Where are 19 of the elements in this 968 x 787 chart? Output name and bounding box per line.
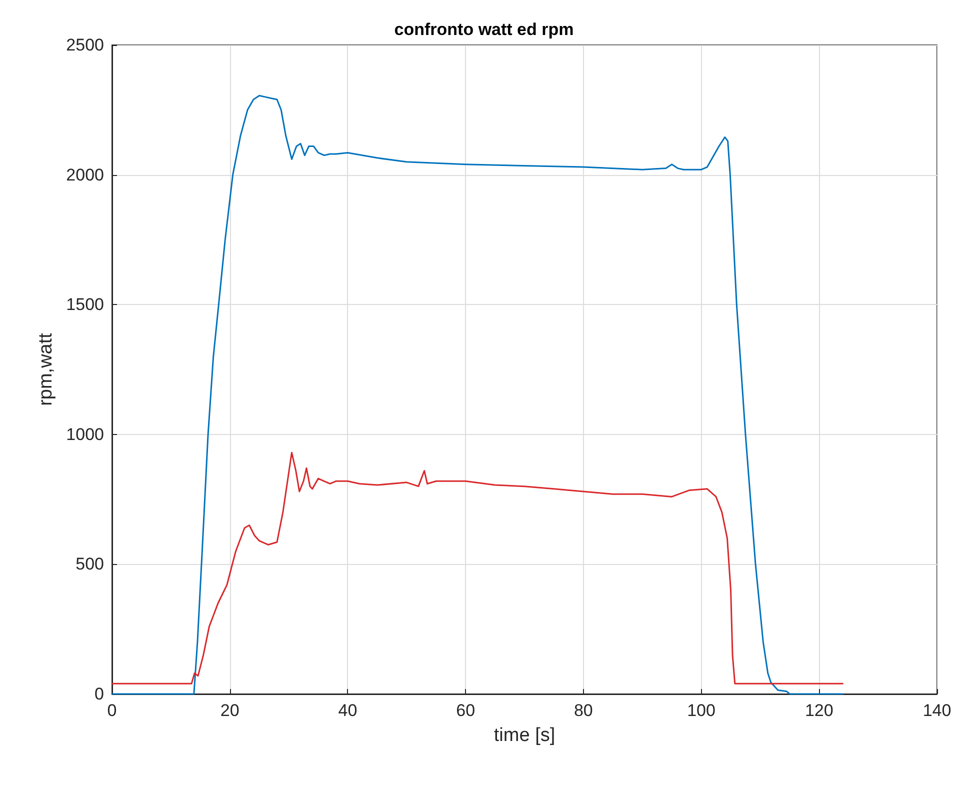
y-tick-label: 500 [76,554,104,574]
x-tick-label: 140 [922,701,952,720]
x-tick-label: 20 [220,701,240,720]
chart-title: confronto watt ed rpm [394,20,574,39]
x-tick-label: 60 [456,701,476,720]
y-tick-label: 2000 [66,165,104,184]
y-tick-label: 1500 [66,295,104,314]
x-tick-label: 0 [107,701,117,720]
x-tick-label: 100 [687,701,716,720]
y-tick-label: 0 [94,684,104,704]
x-tick-label: 80 [574,701,593,720]
y-axis-title: rpm,watt [35,332,56,406]
line-series [111,94,844,695]
x-tick-label: 120 [804,701,834,720]
y-tick-label: 2500 [66,36,104,54]
y-tick-label: 1000 [66,424,104,444]
x-tick-label: 40 [338,701,358,720]
line-series [111,452,844,684]
x-axis-title: time [s] [494,725,556,746]
